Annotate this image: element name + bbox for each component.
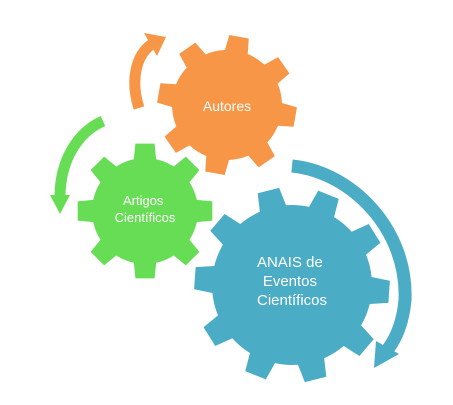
gear-label-line: Científicos bbox=[257, 292, 327, 309]
green-arrow-body bbox=[54, 115, 106, 198]
gear-label-line: Científicos bbox=[115, 210, 176, 225]
gear-label-anais: ANAIS de Eventos Científicos bbox=[257, 254, 327, 309]
gear-label-artigos: Artigos Científicos bbox=[115, 193, 176, 225]
gear-label-line: Eventos bbox=[263, 273, 317, 290]
blue-arrow-head bbox=[374, 341, 399, 368]
orange-arrow-head bbox=[144, 33, 166, 56]
gear-label-line: ANAIS de bbox=[257, 254, 323, 271]
gear-label-line: Artigos bbox=[123, 193, 164, 208]
blue-arrow bbox=[291, 159, 412, 368]
orange-arrow-body bbox=[129, 39, 156, 110]
gears-layer bbox=[77, 35, 390, 383]
green-arrow bbox=[50, 115, 106, 214]
arrows-layer bbox=[50, 33, 412, 368]
blue-arrow-body bbox=[291, 159, 412, 353]
gear-anais bbox=[194, 187, 390, 383]
green-arrow-head bbox=[50, 195, 70, 214]
gear-label-line: Autores bbox=[203, 98, 251, 114]
orange-arrow bbox=[129, 33, 166, 110]
gear-autores bbox=[157, 35, 297, 175]
gear-artigos bbox=[77, 143, 213, 279]
gear-label-autores: Autores bbox=[203, 98, 251, 114]
